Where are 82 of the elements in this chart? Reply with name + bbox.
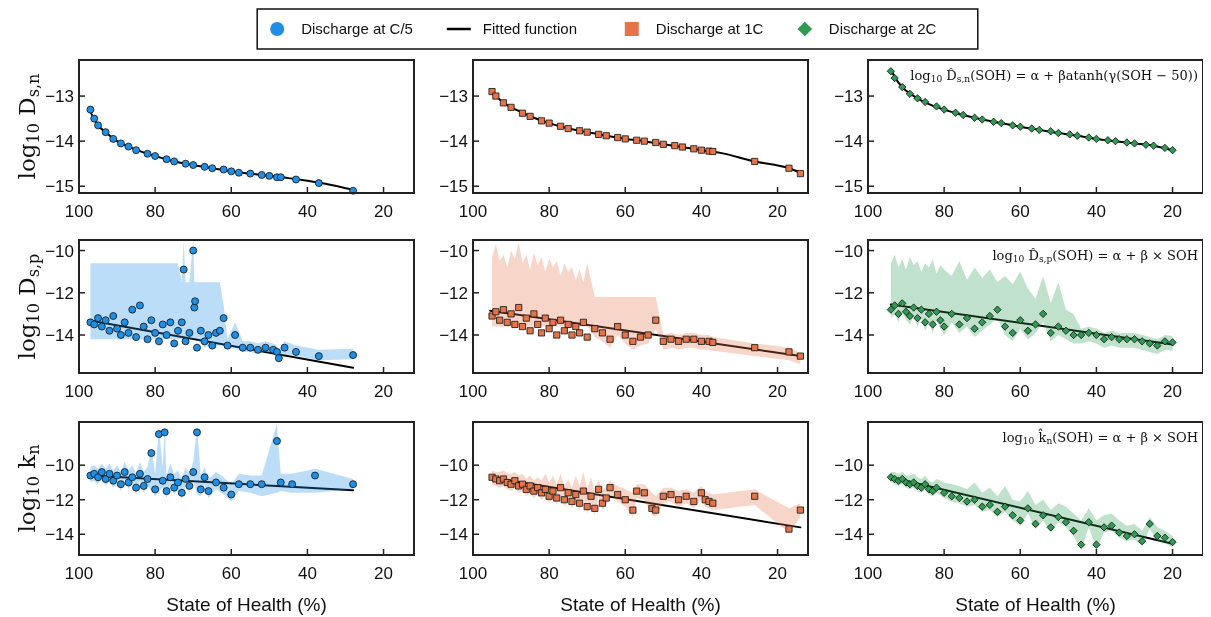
y-tick-label: −14 [439,525,468,545]
x-tick-label: 100 [853,564,883,583]
annotation: log$_{10}$ D̂$_{s,n}$(SOH) = α + βatanh(γ(SOH − 50)) [910,67,1198,85]
x-tick-label: 80 [539,202,559,221]
y-tick-label: −14 [834,525,863,545]
y-tick-label: −10 [834,456,863,476]
x-tick-label: 60 [1010,202,1030,221]
x-tick-label: 60 [615,564,635,583]
y-tick-label: −12 [45,283,74,303]
x-tick-label: 100 [853,202,883,221]
x-tick-label: 40 [1086,202,1106,221]
y-tick-label: −14 [834,325,863,345]
legend-label: Discharge at 1C [655,20,764,38]
annotation: log$_{10}$ D̂$_{s,p}$(SOH) = α + β × SOH [992,247,1198,265]
y-tick-label: −14 [45,325,74,345]
x-tick-label: 100 [64,382,94,401]
y-tick-label: −10 [439,241,468,261]
legend-label: Discharge at C/5 [301,20,413,38]
x-tick-label: 20 [1163,382,1183,401]
y-tick-label: −13 [45,87,74,107]
y-tick-label: −15 [834,177,863,197]
x-tick-label: 40 [1086,564,1106,583]
x-tick-label: 80 [145,564,165,583]
annotation: log$_{10}$ k̂$_{n}$(SOH) = α + β × SOH [1002,428,1198,447]
x-tick-label: 40 [297,202,317,221]
x-tick-label: 20 [374,202,394,221]
y-tick-label: −15 [45,177,74,197]
x-tick-label: 20 [768,202,788,221]
y-tick-label: −10 [45,241,74,261]
y-tick-label: −14 [439,132,468,152]
x-tick-label: 100 [64,202,94,221]
x-tick-label: 80 [934,382,954,401]
y-tick-label: −12 [439,490,468,510]
x-axis-title: State of Health (%) [955,594,1116,615]
x-tick-label: 60 [1010,564,1030,583]
x-tick-label: 100 [853,382,883,401]
x-tick-label: 20 [374,382,394,401]
x-tick-label: 20 [768,382,788,401]
x-tick-label: 40 [297,564,317,583]
x-tick-label: 60 [615,382,635,401]
x-axis-title: State of Health (%) [166,594,327,615]
x-tick-label: 80 [934,202,954,221]
x-tick-label: 20 [1163,564,1183,583]
legend-label: Fitted function [482,20,578,38]
x-tick-label: 40 [1086,382,1106,401]
x-tick-label: 40 [297,382,317,401]
x-tick-label: 40 [691,564,711,583]
x-tick-label: 100 [458,202,488,221]
x-tick-label: 80 [934,564,954,583]
y-tick-label: −13 [834,87,863,107]
y-tick-label: −14 [834,132,863,152]
y-tick-label: −12 [834,490,863,510]
y-tick-label: −10 [834,241,863,261]
x-tick-label: 60 [221,382,241,401]
y-tick-label: −14 [45,525,74,545]
x-tick-label: 60 [221,202,241,221]
x-tick-label: 40 [691,382,711,401]
x-tick-label: 100 [64,564,94,583]
x-tick-label: 60 [221,564,241,583]
x-tick-label: 100 [458,382,488,401]
y-tick-label: −15 [439,177,468,197]
y-tick-label: −10 [45,456,74,476]
y-tick-label: −10 [439,456,468,476]
legend-label: Discharge at 2C [828,20,937,38]
x-tick-label: 80 [539,564,559,583]
y-tick-label: −14 [45,132,74,152]
y-tick-label: −12 [834,283,863,303]
y-tick-label: −14 [439,325,468,345]
y-tick-label: −13 [439,87,468,107]
x-tick-label: 80 [145,382,165,401]
x-tick-label: 40 [691,202,711,221]
y-tick-label: −12 [439,283,468,303]
y-tick-label: −12 [45,490,74,510]
x-tick-label: 60 [1010,382,1030,401]
x-tick-label: 20 [768,564,788,583]
x-tick-label: 100 [458,564,488,583]
x-tick-label: 80 [539,382,559,401]
x-tick-label: 60 [615,202,635,221]
x-tick-label: 80 [145,202,165,221]
x-tick-label: 20 [1163,202,1183,221]
x-tick-label: 20 [374,564,394,583]
x-axis-title: State of Health (%) [560,594,721,615]
